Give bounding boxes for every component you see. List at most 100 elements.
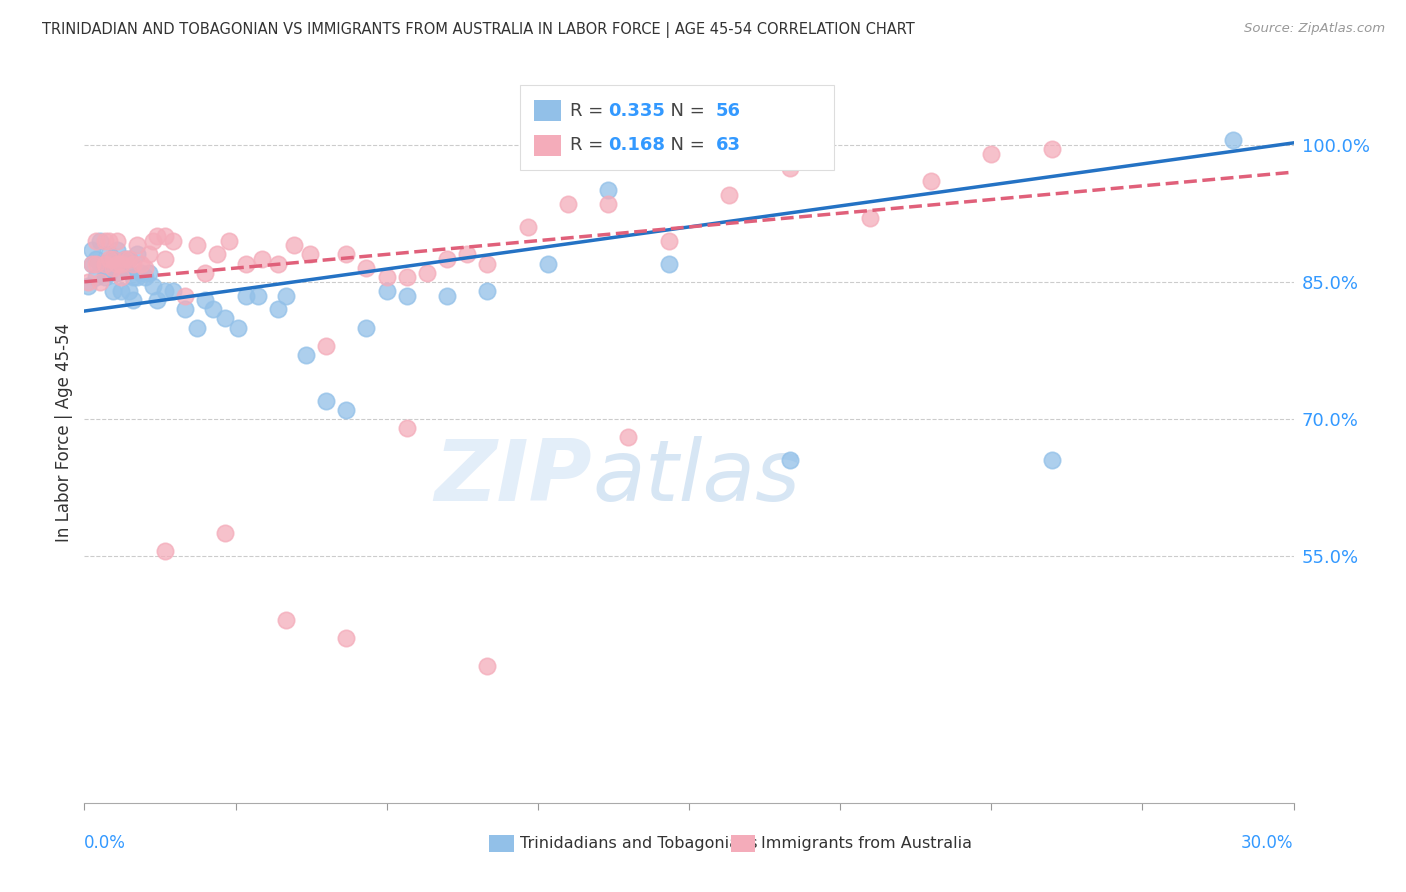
Point — [138, 266, 160, 280]
Point — [375, 284, 398, 298]
Point — [89, 275, 111, 289]
Point — [186, 238, 208, 252]
Point — [356, 320, 378, 334]
Point — [97, 252, 120, 266]
Point — [283, 238, 305, 252]
Point — [516, 219, 538, 234]
Point — [658, 256, 681, 270]
Point — [1040, 142, 1063, 156]
Point — [174, 302, 197, 317]
Point — [125, 247, 148, 261]
Text: 63: 63 — [716, 136, 741, 154]
Point — [598, 197, 620, 211]
FancyBboxPatch shape — [520, 85, 834, 169]
Point — [101, 284, 124, 298]
Text: R =: R = — [571, 102, 609, 120]
Point — [274, 613, 297, 627]
Text: 0.335: 0.335 — [607, 102, 665, 120]
Point — [436, 288, 458, 302]
Bar — [534, 100, 561, 121]
Point — [121, 270, 143, 285]
Point — [194, 293, 217, 307]
Text: 30.0%: 30.0% — [1241, 834, 1294, 852]
Point — [1040, 453, 1063, 467]
Point — [125, 270, 148, 285]
Point — [658, 234, 681, 248]
Point — [395, 270, 418, 285]
Point — [110, 270, 132, 285]
Point — [477, 284, 499, 298]
Point — [395, 288, 418, 302]
Point — [299, 247, 322, 261]
Point — [356, 261, 378, 276]
Point — [93, 234, 115, 248]
Point — [395, 421, 418, 435]
Point — [129, 266, 152, 280]
Text: N =: N = — [659, 102, 710, 120]
Point — [186, 320, 208, 334]
Point — [617, 430, 640, 444]
Point — [129, 256, 152, 270]
Point — [86, 234, 108, 248]
Point — [82, 256, 104, 270]
Point — [477, 256, 499, 270]
Point — [89, 256, 111, 270]
Text: Trinidadians and Tobagonians: Trinidadians and Tobagonians — [520, 836, 758, 851]
Point — [537, 256, 560, 270]
Point — [246, 288, 269, 302]
Point — [226, 320, 249, 334]
Point — [86, 256, 108, 270]
Point — [118, 252, 141, 266]
Point — [153, 544, 176, 558]
Point — [295, 348, 318, 362]
Point — [97, 247, 120, 261]
Text: 0.0%: 0.0% — [84, 834, 127, 852]
Point — [105, 266, 128, 280]
Point — [93, 256, 115, 270]
Point — [142, 279, 165, 293]
Point — [477, 658, 499, 673]
Point — [315, 339, 337, 353]
Point — [86, 252, 108, 266]
Text: Immigrants from Australia: Immigrants from Australia — [762, 836, 973, 851]
Point — [89, 234, 111, 248]
Point — [779, 161, 801, 175]
Point — [174, 288, 197, 302]
Bar — [489, 835, 513, 853]
Text: atlas: atlas — [592, 435, 800, 518]
Point — [162, 284, 184, 298]
Point — [375, 270, 398, 285]
Text: TRINIDADIAN AND TOBAGONIAN VS IMMIGRANTS FROM AUSTRALIA IN LABOR FORCE | AGE 45-: TRINIDADIAN AND TOBAGONIAN VS IMMIGRANTS… — [42, 22, 915, 38]
Point — [77, 279, 100, 293]
Point — [214, 311, 236, 326]
Point — [121, 293, 143, 307]
Point — [218, 234, 240, 248]
Point — [920, 174, 942, 188]
Point — [335, 632, 357, 646]
Point — [202, 302, 225, 317]
Point — [134, 261, 156, 276]
Point — [779, 453, 801, 467]
Text: ZIP: ZIP — [434, 435, 592, 518]
Bar — [731, 835, 755, 853]
Point — [153, 229, 176, 244]
Point — [267, 256, 290, 270]
Point — [82, 243, 104, 257]
Point — [105, 234, 128, 248]
Point — [162, 234, 184, 248]
Point — [105, 243, 128, 257]
Point — [97, 234, 120, 248]
Point — [105, 256, 128, 270]
Point — [335, 402, 357, 417]
Point — [101, 252, 124, 266]
Point — [274, 288, 297, 302]
Point — [146, 293, 169, 307]
Point — [134, 270, 156, 285]
Text: R =: R = — [571, 136, 609, 154]
Point — [436, 252, 458, 266]
Point — [82, 256, 104, 270]
Y-axis label: In Labor Force | Age 45-54: In Labor Force | Age 45-54 — [55, 323, 73, 542]
Point — [121, 256, 143, 270]
Point — [416, 266, 439, 280]
Point — [93, 256, 115, 270]
